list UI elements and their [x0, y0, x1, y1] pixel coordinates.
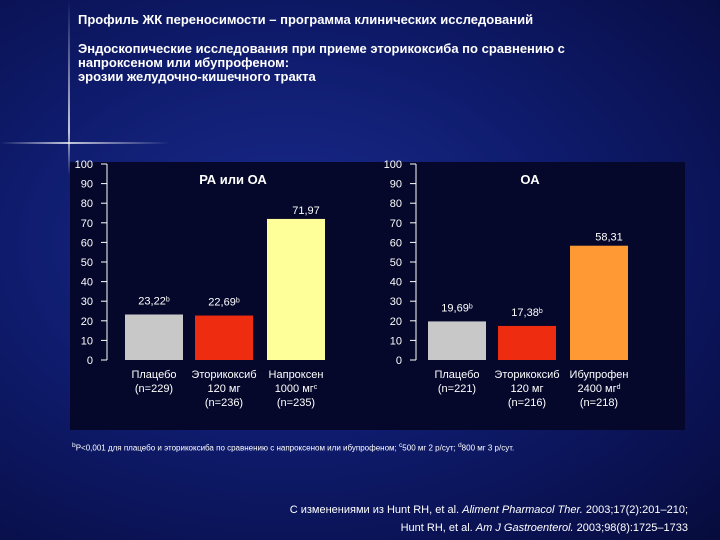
- y-tick-label: 50: [390, 257, 402, 269]
- category-label: (n=229): [135, 383, 173, 395]
- reference-journal: Aliment Pharmacol Ther.: [462, 504, 583, 516]
- bar: [195, 315, 253, 360]
- bar: [570, 245, 628, 360]
- category-label: Ибупрофен: [570, 369, 629, 381]
- y-tick-label: 30: [81, 296, 93, 308]
- footnote-sup: c: [398, 442, 403, 449]
- footnote-sup: d: [457, 442, 462, 449]
- category-label: Напроксен: [269, 369, 324, 381]
- chart-title: ОА: [520, 172, 540, 187]
- y-tick-label: 40: [81, 277, 93, 289]
- y-tick-label: 100: [75, 159, 93, 171]
- reference-line: Hunt RH, et al. Am J Gastroenterol. 2003…: [401, 522, 688, 534]
- reference-text: Hunt RH, et al.: [400, 522, 476, 534]
- data-label: 58,31: [595, 232, 623, 244]
- y-tick-label: 80: [390, 198, 402, 210]
- reference-journal: Am J Gastroenterol.: [475, 522, 574, 534]
- category-label: (n=221): [438, 383, 476, 395]
- decorative-horizontal-line: [0, 142, 170, 144]
- slide-subtitle: Эндоскопические исследования при приеме …: [78, 42, 565, 84]
- category-label: 2400 мгd: [577, 383, 620, 395]
- y-tick-label: 100: [384, 159, 402, 171]
- y-tick-label: 70: [81, 218, 93, 230]
- decorative-vertical-line: [68, 0, 70, 175]
- footnote-text: 800 мг 3 р/сут.: [461, 443, 515, 453]
- y-tick-label: 90: [390, 179, 402, 191]
- y-tick-label: 10: [390, 335, 402, 347]
- footnote: bP<0,001 для плацебо и эторикоксиба по с…: [72, 442, 514, 453]
- category-label: (n=236): [205, 397, 243, 409]
- y-tick-label: 70: [390, 218, 402, 230]
- footnote-sup: b: [72, 442, 76, 449]
- category-label: 120 мг: [208, 383, 241, 395]
- y-tick-label: 40: [390, 277, 402, 289]
- category-label: Эторикоксиб: [191, 369, 256, 381]
- y-tick-label: 10: [81, 335, 93, 347]
- category-label: (n=218): [580, 397, 618, 409]
- bar: [125, 314, 183, 360]
- y-tick-label: 60: [390, 237, 402, 249]
- data-label: 22,69b: [208, 297, 240, 309]
- subtitle-line: напроксеном или ибупрофеном:: [78, 55, 290, 70]
- reference-text: 2003;17(2):201–210;: [582, 504, 688, 516]
- reference-text: 2003;98(8):1725–1733: [573, 522, 688, 534]
- bar: [267, 218, 325, 360]
- data-label: 19,69b: [441, 302, 473, 314]
- reference-line: С изменениями из Hunt RH, et al. Aliment…: [290, 504, 688, 516]
- slide-title: Профиль ЖК переносимости – программа кли…: [78, 12, 534, 27]
- y-tick-label: 0: [87, 355, 93, 367]
- subtitle-line: эрозии желудочно-кишечного тракта: [78, 69, 316, 84]
- category-label: (n=216): [508, 397, 546, 409]
- subtitle-line: Эндоскопические исследования при приеме …: [78, 41, 565, 56]
- category-label: Плацебо: [131, 369, 176, 381]
- y-tick-label: 20: [390, 316, 402, 328]
- footnote-text: P<0,001 для плацебо и эторикоксиба по ср…: [75, 443, 399, 453]
- data-label: 71,97: [292, 205, 320, 217]
- bar: [428, 321, 486, 360]
- data-label: 23,22b: [138, 295, 170, 307]
- category-label: Эторикоксиб: [494, 369, 559, 381]
- y-tick-label: 60: [81, 237, 93, 249]
- y-tick-label: 30: [390, 296, 402, 308]
- footnote-text: 500 мг 2 р/сут;: [402, 443, 458, 453]
- y-tick-label: 20: [81, 316, 93, 328]
- chart-title: РА или ОА: [199, 172, 267, 187]
- y-tick-label: 0: [396, 355, 402, 367]
- bar: [498, 325, 556, 360]
- reference-text: С изменениями из Hunt RH, et al.: [289, 504, 463, 516]
- y-tick-label: 50: [81, 257, 93, 269]
- category-label: 1000 мгc: [275, 383, 318, 395]
- y-tick-label: 90: [81, 179, 93, 191]
- category-label: (n=235): [277, 397, 315, 409]
- data-label: 17,38b: [511, 307, 543, 319]
- y-tick-label: 80: [81, 198, 93, 210]
- category-label: 120 мг: [511, 383, 544, 395]
- category-label: Плацебо: [434, 369, 479, 381]
